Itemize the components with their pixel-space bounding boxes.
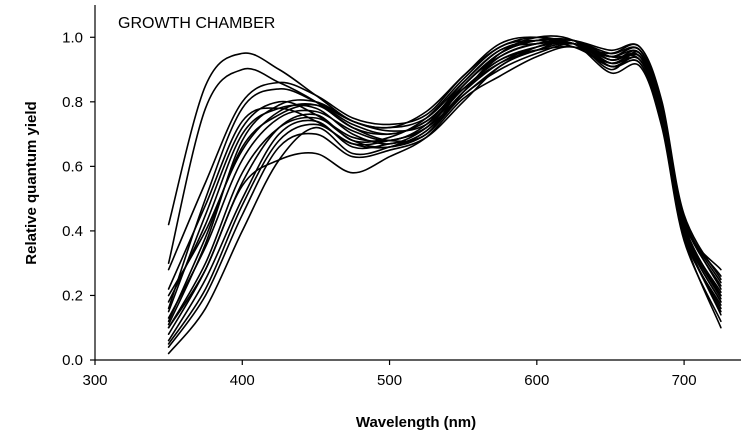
series-line-1	[167, 38, 722, 281]
y-tick-label: 0.6	[62, 158, 83, 175]
y-tick-label: 0.8	[62, 94, 83, 111]
series-line-12	[167, 39, 722, 348]
series-layer	[167, 35, 722, 355]
y-axis-title: Relative quantum yield	[23, 101, 40, 264]
x-tick-label: 600	[524, 372, 549, 389]
series-line-13	[167, 42, 722, 355]
series-line-17	[167, 42, 722, 326]
series-line-16	[167, 36, 722, 310]
y-ticks: 0.0 0.2 0.4 0.6 0.8 1.0	[62, 29, 95, 369]
series-line-5	[167, 39, 722, 303]
y-tick-label: 0.4	[62, 223, 83, 240]
y-tick-label: 0.0	[62, 352, 83, 369]
x-axis-title: Wavelength (nm)	[356, 414, 476, 431]
y-tick-label: 0.2	[62, 287, 83, 304]
chart-annotation: GROWTH CHAMBER	[118, 15, 275, 32]
series-line-15	[167, 42, 722, 290]
series-line-8	[167, 45, 722, 323]
x-tick-label: 700	[672, 372, 697, 389]
series-line-11	[167, 40, 722, 342]
x-tick-label: 500	[377, 372, 402, 389]
series-line-2	[167, 38, 722, 290]
series-line-9	[167, 39, 722, 329]
y-tick-label: 1.0	[62, 29, 83, 46]
x-tick-label: 300	[82, 372, 107, 389]
series-line-18	[167, 37, 722, 345]
series-line-4	[167, 38, 722, 303]
x-ticks: 300 400 500 600 700	[82, 360, 697, 389]
x-tick-label: 400	[230, 372, 255, 389]
